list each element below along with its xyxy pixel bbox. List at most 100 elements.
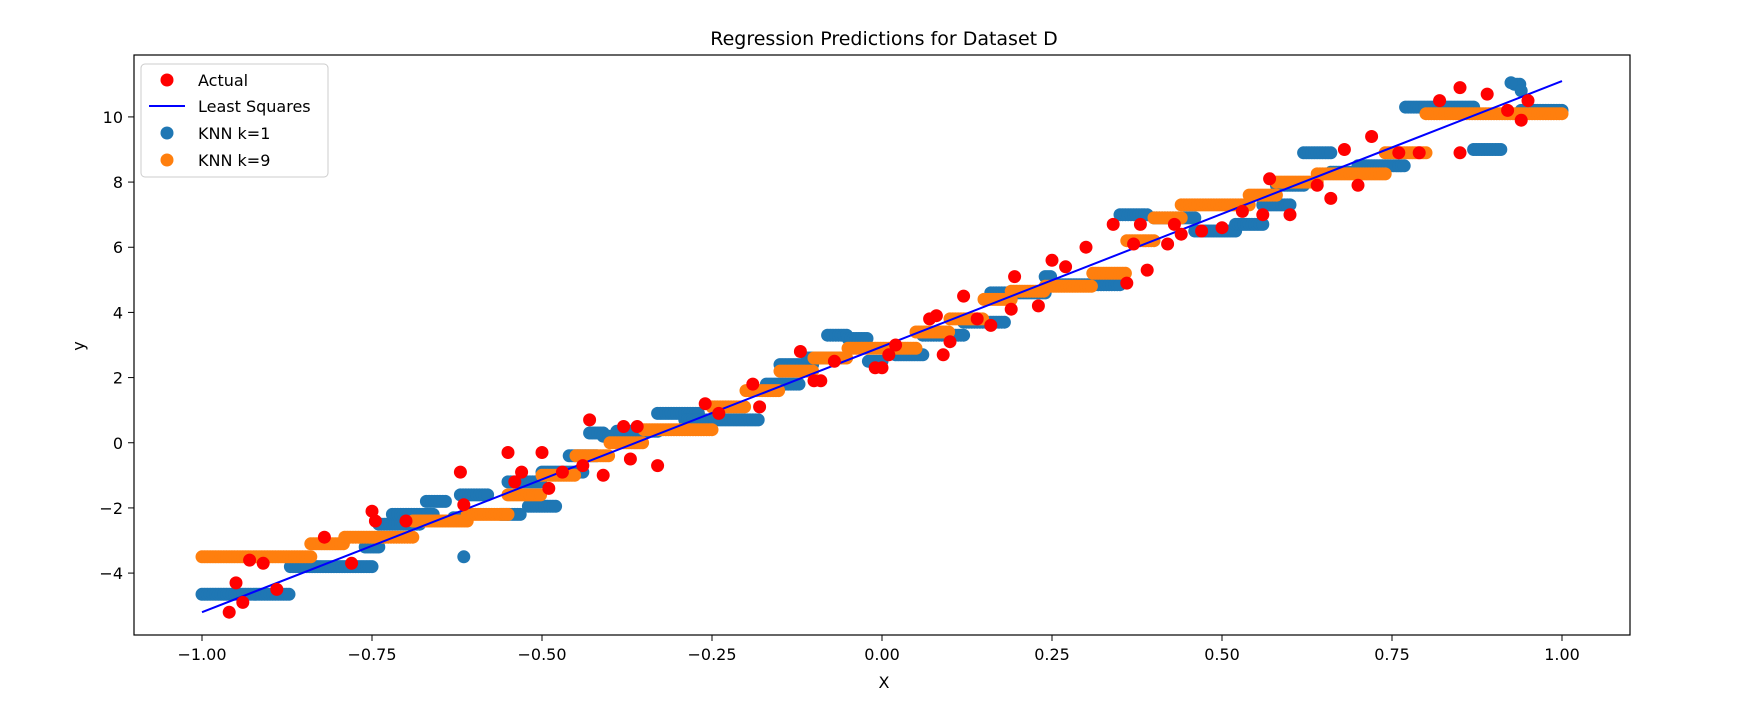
actual-point [501,446,515,459]
knn-k1-point [1188,211,1202,225]
actual-point [1174,227,1188,241]
x-tick-label: −0.75 [347,645,396,664]
actual-point [623,452,637,466]
actual-point [814,374,828,388]
actual-point [345,556,359,570]
actual-point [555,465,569,479]
actual-point [753,400,767,414]
knn-k1-point [438,494,452,508]
legend-marker-knn-k9 [160,153,174,167]
actual-point [365,504,379,518]
actual-point [1392,146,1406,160]
knn-k1-point [549,499,563,513]
actual-point [1079,240,1093,254]
actual-point [229,576,243,590]
legend-label-actual: Actual [198,71,248,90]
y-tick-label: 6 [113,238,123,257]
actual-point [1059,260,1073,274]
actual-point [453,465,467,479]
actual-point [1365,130,1379,143]
knn-k1-point [282,587,296,601]
actual-point [1127,237,1141,251]
actual-point [583,413,597,427]
actual-point [1004,302,1018,316]
actual-point [1235,204,1249,218]
actual-point [399,514,413,528]
actual-point [617,420,631,433]
knn-k9-point [1555,107,1569,121]
actual-point [957,289,971,303]
actual-point [236,595,250,609]
actual-point [1453,81,1467,95]
legend: Actual Least Squares KNN k=1 KNN k=9 [140,63,329,178]
actual-point [929,309,943,323]
knn-k1-point [365,560,379,574]
knn-k9-point [568,468,582,482]
knn-k1-point [1324,146,1338,160]
knn-k9-point [501,507,515,521]
x-tick-label: 0.50 [1204,645,1240,664]
knn-k1-point [1504,76,1518,90]
actual-point [270,582,284,596]
x-tick-label: −0.50 [517,645,566,664]
actual-point [970,312,984,326]
x-tick-label: 0.25 [1034,645,1070,664]
actual-point [882,348,896,362]
chart-title: Regression Predictions for Dataset D [710,28,1058,50]
actual-point [1324,191,1338,205]
actual-point [1263,172,1277,186]
y-tick-label: 0 [113,434,123,453]
actual-point [1045,253,1059,267]
actual-point [1215,221,1229,235]
axes: −1.00 −0.75 −0.50 −0.25 0.00 0.25 0.50 0.75 1.00… [99,54,1631,664]
actual-point [1412,146,1426,160]
x-tick-label: 1.00 [1544,645,1580,664]
knn-k1-point [1494,143,1508,156]
actual-point [1310,178,1324,192]
actual-point [243,553,257,567]
knn-k1-point [1514,84,1528,98]
legend-label-knn-k1: KNN k=1 [198,124,270,143]
actual-point [222,605,236,619]
actual-point [368,514,382,528]
actual-point [1031,299,1045,313]
actual-point [889,338,903,352]
least-squares-line [201,80,1563,614]
actual-point [1161,237,1175,251]
knn-k9-point [406,530,420,544]
actual-point [317,530,331,544]
knn-k1-point [1283,198,1297,212]
actual-point [1256,208,1270,222]
actual-point [1195,224,1209,238]
actual-point [1433,94,1447,108]
plot-series-group [195,76,1569,619]
y-tick-label: 8 [113,173,123,192]
legend-label-least-squares: Least Squares [198,97,311,116]
knn-k1-point [481,488,495,502]
knn-k1-point [860,332,874,345]
knn-k1-point [957,328,971,342]
x-tick-label: −1.00 [177,645,226,664]
actual-point [1167,217,1181,231]
knn-k9-point [738,400,752,414]
actual-point [712,406,726,420]
y-tick-label: −4 [99,564,123,583]
y-axis-label: y [69,341,88,350]
actual-point [1008,270,1022,284]
knn-k9-point [942,325,956,339]
actual-point [698,397,712,411]
legend-marker-actual [160,73,174,87]
actual-point [1120,276,1134,290]
actual-point [1351,178,1365,192]
knn-k9-point [1378,167,1392,181]
knn-k9-point [705,423,719,437]
actual-point [630,420,644,433]
x-axis-label: X [879,673,890,692]
actual-point [651,459,665,473]
actual-point [1133,217,1147,231]
knn-k9-point [909,341,923,355]
knn-k1-point [997,315,1011,329]
knn-k9-point [1118,266,1132,280]
actual-point [515,465,529,479]
